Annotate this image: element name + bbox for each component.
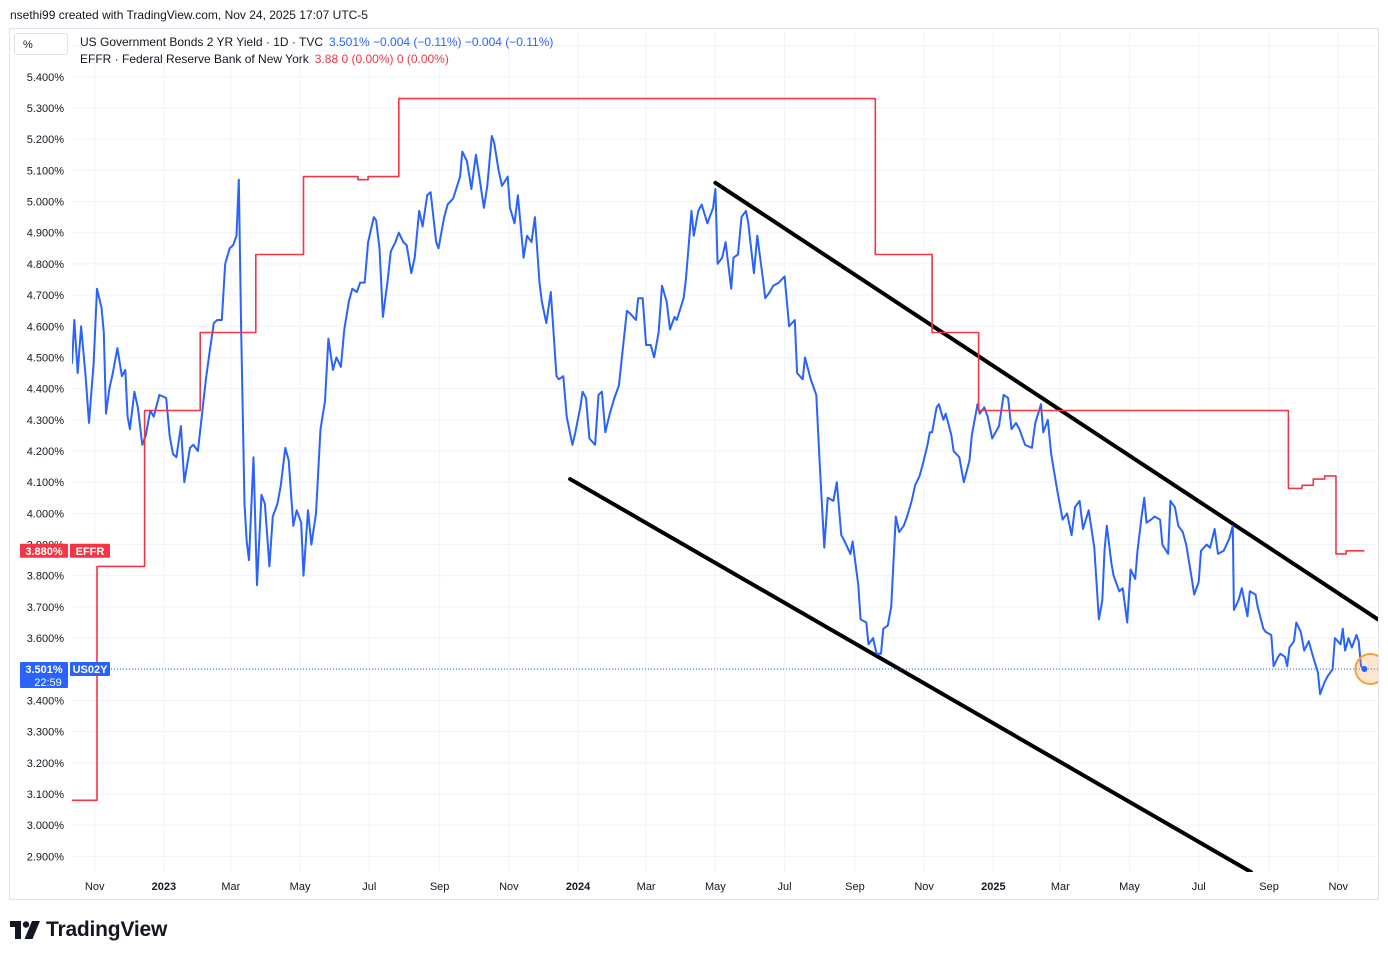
x-tick-label: Nov xyxy=(914,881,934,893)
x-tick-label: Nov xyxy=(1329,881,1349,893)
y-tick-label: 3.400% xyxy=(27,695,65,707)
y-tick-label: 4.200% xyxy=(27,446,65,458)
legend-us02y-values: 3.501% −0.004 (−0.11%) −0.004 (−0.11%) xyxy=(329,35,554,49)
y-tick-label: 3.200% xyxy=(27,758,65,770)
y-tick-label: 2.900% xyxy=(27,851,65,863)
trend-line xyxy=(568,477,1253,872)
y-tick-label: 4.000% xyxy=(27,508,65,520)
y-tick-label: 4.600% xyxy=(27,321,65,333)
price-tag-value-bg xyxy=(20,543,68,558)
y-tick-label: 4.400% xyxy=(27,384,65,396)
x-axis-tick-labels: Nov 2023 Mar May Jul Sep Nov 2024 Mar May Jul Sep No… xyxy=(85,881,1349,893)
y-tick-label: 4.900% xyxy=(27,228,65,240)
x-tick-label: Nov xyxy=(499,881,519,893)
y-tick-label: 4.300% xyxy=(27,415,65,427)
drawing-layer xyxy=(568,180,1378,872)
chart-frame xyxy=(9,28,1379,900)
highlight-circle xyxy=(1354,652,1378,685)
unit-selector[interactable]: % xyxy=(14,33,68,55)
y-tick-label: 3.700% xyxy=(27,602,65,614)
legend-effr[interactable]: EFFR · Federal Reserve Bank of New York 3… xyxy=(80,52,449,66)
y-tick-label: 3.800% xyxy=(27,571,65,583)
y-tick-label: 3.100% xyxy=(27,789,65,801)
x-tick-label: Nov xyxy=(85,881,105,893)
y-tick-label: 5.000% xyxy=(27,197,65,209)
x-tick-label: Sep xyxy=(845,881,865,893)
legend-effr-name: EFFR · Federal Reserve Bank of New York xyxy=(80,52,309,66)
series-line-effr xyxy=(72,97,1365,802)
series-line-us02y xyxy=(72,135,1366,696)
y-tick-label: 3.000% xyxy=(27,820,65,832)
x-tick-label: Sep xyxy=(430,881,450,893)
price-tag-value: 3.501% xyxy=(25,664,63,676)
x-tick-label: May xyxy=(1119,881,1140,893)
y-tick-label: 5.100% xyxy=(27,165,65,177)
price-tag-label-bg xyxy=(70,543,110,558)
x-tick-label: Mar xyxy=(637,881,656,893)
y-tick-label: 4.800% xyxy=(27,259,65,271)
chart-attribution: nsethi99 created with TradingView.com, N… xyxy=(10,8,368,22)
price-tags: 3.880% EFFR 3.501%22:59 US02Y xyxy=(20,543,110,689)
y-tick-label: 3.600% xyxy=(27,633,65,645)
y-tick-label: 3.300% xyxy=(27,727,65,739)
legend-us02y[interactable]: US Government Bonds 2 YR Yield · 1D · TV… xyxy=(80,35,553,49)
legend-effr-values: 3.88 0 (0.00%) 0 (0.00%) xyxy=(314,52,449,66)
price-tag-value: 3.880% xyxy=(25,546,63,558)
price-tag-label: US02Y xyxy=(73,664,109,676)
y-axis-tick-labels: 2.900% 3.000% 3.100% 3.200% 3.300% 3.400% 3.50… xyxy=(27,41,65,864)
grid-lines xyxy=(72,30,1378,872)
y-tick-label: 4.100% xyxy=(27,477,65,489)
x-tick-label: Mar xyxy=(221,881,240,893)
x-tick-label: 2024 xyxy=(566,881,591,893)
tradingview-brand: TradingView xyxy=(46,918,168,941)
y-tick-label: 4.700% xyxy=(27,290,65,302)
x-tick-label: Jul xyxy=(1192,881,1206,893)
x-tick-label: Sep xyxy=(1259,881,1279,893)
price-tag-label-bg xyxy=(70,661,110,676)
x-tick-label: Jul xyxy=(362,881,376,893)
price-tag-countdown: 22:59 xyxy=(34,677,62,689)
x-tick-label: 2023 xyxy=(152,881,176,893)
trend-line xyxy=(713,180,1378,622)
y-tick-label: 5.200% xyxy=(27,134,65,146)
footer-logo[interactable]: TradingView xyxy=(10,918,167,942)
x-tick-label: May xyxy=(705,881,726,893)
y-tick-label: 5.300% xyxy=(27,103,65,115)
x-tick-label: Mar xyxy=(1051,881,1070,893)
series-layer xyxy=(72,97,1378,802)
x-tick-label: 2025 xyxy=(981,881,1005,893)
price-tag-label: EFFR xyxy=(76,546,105,558)
y-tick-label: 4.500% xyxy=(27,352,65,364)
legend-us02y-name: US Government Bonds 2 YR Yield · 1D · TV… xyxy=(80,35,323,49)
x-tick-label: Jul xyxy=(778,881,792,893)
tradingview-logo-icon xyxy=(10,921,40,939)
x-tick-label: May xyxy=(290,881,311,893)
last-price-dot xyxy=(1361,665,1368,672)
y-tick-label: 5.400% xyxy=(27,72,65,84)
price-tag-value-bg xyxy=(20,661,68,688)
